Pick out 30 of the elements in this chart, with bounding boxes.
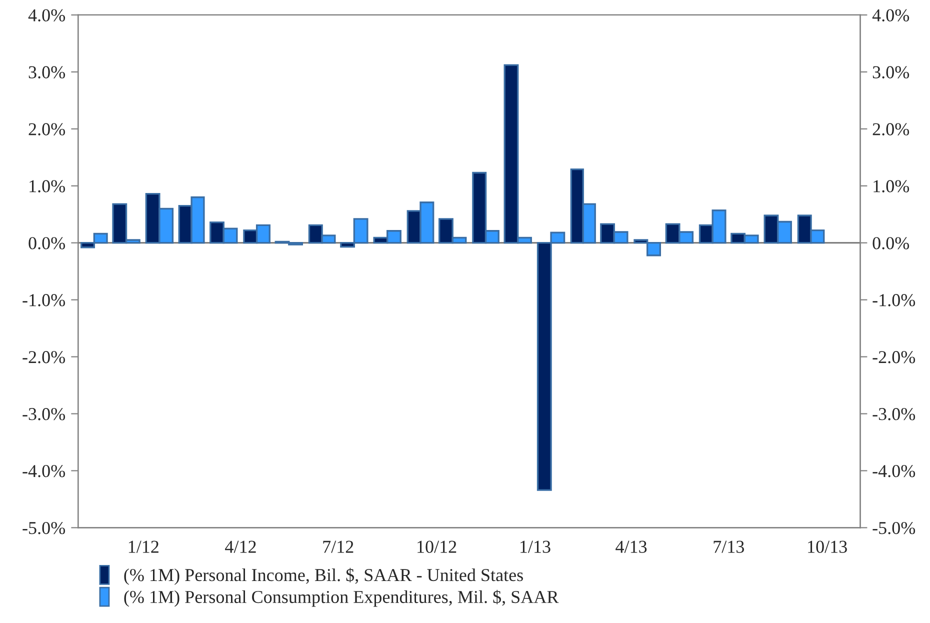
y-tick-label: -2.0% bbox=[22, 351, 66, 364]
y2-tick-label: 4.0% bbox=[872, 9, 910, 22]
x-tick-label: 1/13 bbox=[520, 540, 550, 553]
y2-tick-label: -1.0% bbox=[872, 294, 916, 306]
y-tick-label: 2.0% bbox=[28, 123, 66, 136]
legend-label: (% 1M) Personal Income, Bil. $, SAAR - United States bbox=[124, 568, 523, 585]
y-tick-label: -3.0% bbox=[22, 408, 66, 420]
y2-tick-label: -2.0% bbox=[872, 351, 916, 364]
x-tick-label: 1/12 bbox=[128, 540, 158, 553]
y-tick-label: -1.0% bbox=[22, 294, 66, 306]
y2-tick-label: 0.0% bbox=[872, 237, 910, 250]
y-tick-label: -4.0% bbox=[22, 464, 66, 478]
x-tick-label: 10/13 bbox=[808, 540, 847, 553]
y-tick-label: 1.0% bbox=[30, 180, 66, 192]
y-tick-label: 0.0% bbox=[28, 237, 66, 250]
y-tick-label: 4.0% bbox=[28, 9, 66, 22]
y2-tick-label: -4.0% bbox=[872, 464, 916, 478]
x-tick-label: 7/12 bbox=[323, 540, 354, 553]
y2-tick-label: 1.0% bbox=[874, 180, 910, 192]
x-tick-label: 4/13 bbox=[616, 540, 647, 553]
y2-tick-label: 2.0% bbox=[872, 123, 910, 136]
y2-tick-label: -5.0% bbox=[872, 522, 916, 534]
x-tick-label: 7/13 bbox=[714, 540, 744, 553]
y-tick-label: -5.0% bbox=[22, 522, 66, 534]
y-tick-label: 3.0% bbox=[28, 66, 66, 78]
y2-tick-label: -3.0% bbox=[872, 408, 916, 420]
x-tick-label: 4/12 bbox=[225, 540, 256, 553]
legend-label: (% 1M) Personal Consumption Expenditures, Mil. $, SAAR bbox=[124, 590, 559, 607]
x-tick-label: 10/12 bbox=[418, 540, 456, 553]
y2-tick-label: 3.0% bbox=[872, 66, 910, 78]
